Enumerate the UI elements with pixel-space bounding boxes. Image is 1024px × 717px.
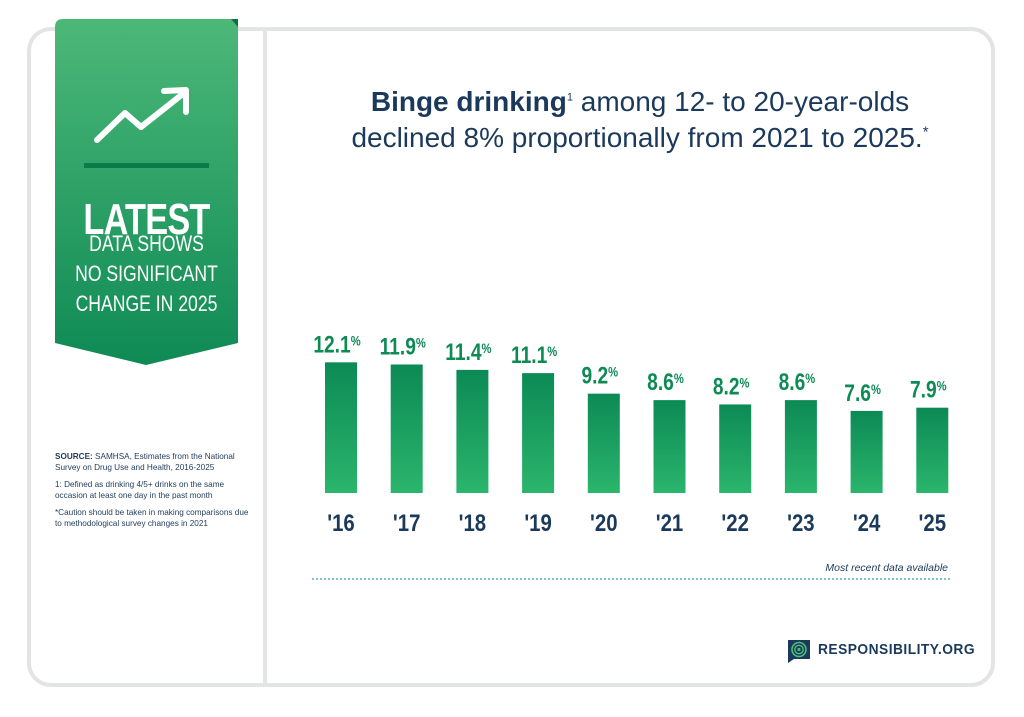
title-rest: among 12- to 20-year-olds declined 8% pr… (351, 86, 923, 153)
bar-18 (456, 369, 489, 493)
value-label: 11.1% (511, 341, 557, 369)
year-tick-label: '18 (459, 509, 487, 536)
title-emphasis: Binge drinking (370, 86, 567, 117)
year-tick-label: '25 (919, 509, 947, 536)
chart-title: Binge drinking1 among 12- to 20-year-old… (320, 84, 960, 156)
source-label: SOURCE: (55, 452, 93, 461)
value-unit: % (416, 335, 426, 350)
bar-16 (325, 362, 357, 493)
value-unit: % (674, 371, 684, 386)
banner-line-3: CHANGE IN 2025 (75, 291, 218, 316)
value-unit: % (937, 379, 947, 394)
year-tick-label: '19 (524, 509, 552, 536)
banner-ribbon (55, 19, 238, 365)
panel-divider (263, 31, 267, 683)
brand-name: RESPONSIBILITY.ORG (818, 641, 976, 658)
value-unit: % (547, 344, 557, 359)
title-footnote-mark: 1 (566, 91, 573, 104)
value-label: 8.6% (779, 368, 816, 396)
bar-17 (390, 364, 423, 493)
year-tick-label: '17 (393, 509, 421, 536)
value-label: 8.6% (647, 368, 684, 396)
bar-24 (850, 410, 883, 493)
value-unit: % (871, 382, 881, 397)
footnote-1: 1: Defined as drinking 4/5+ drinks on th… (55, 480, 225, 500)
value-unit: % (608, 364, 618, 379)
recent-data-note: Most recent data available (825, 562, 948, 574)
value-label: 12.1% (313, 330, 360, 358)
value-label: 11.9% (380, 332, 426, 360)
title-asterisk: * (922, 123, 929, 141)
value-label: 9.2% (581, 362, 618, 390)
bar-22 (719, 404, 752, 493)
value-label: 11.4% (445, 338, 491, 366)
bar-21 (653, 400, 686, 493)
banner-line-1: DATA SHOWS (89, 231, 204, 256)
year-tick-label: '22 (721, 509, 749, 536)
bar-19 (522, 373, 555, 493)
bar-25 (916, 407, 949, 493)
source-text: SAMHSA, Estimates from the National Surv… (55, 452, 235, 472)
year-tick-label: '16 (327, 509, 355, 536)
responsibility-logo-icon (788, 640, 810, 663)
year-tick-label: '24 (853, 509, 881, 536)
bar-20 (587, 393, 620, 493)
dotted-rule (312, 578, 950, 580)
source-notes: SOURCE: SAMHSA, Estimates from the Natio… (55, 452, 255, 537)
value-label: 7.6% (844, 379, 881, 407)
value-unit: % (805, 371, 815, 386)
value-label: 8.2% (713, 372, 750, 400)
trend-up-arrow-icon (94, 87, 189, 143)
value-unit: % (482, 341, 492, 356)
year-tick-label: '20 (590, 509, 618, 536)
banner-headline: LATEST (83, 195, 210, 244)
value-label: 7.9% (910, 376, 947, 404)
source-note: SOURCE: SAMHSA, Estimates from the Natio… (55, 452, 255, 473)
footnote-2: *Caution should be taken in making compa… (55, 508, 249, 528)
banner-line-2: NO SIGNIFICANT (75, 261, 218, 286)
bar-23 (784, 400, 817, 493)
latest-data-banner: LATEST DATA SHOWS NO SIGNIFICANT CHANGE … (55, 19, 238, 365)
value-unit: % (740, 375, 750, 390)
year-tick-label: '23 (787, 509, 815, 536)
year-tick-label: '21 (656, 509, 684, 536)
value-unit: % (351, 333, 361, 348)
